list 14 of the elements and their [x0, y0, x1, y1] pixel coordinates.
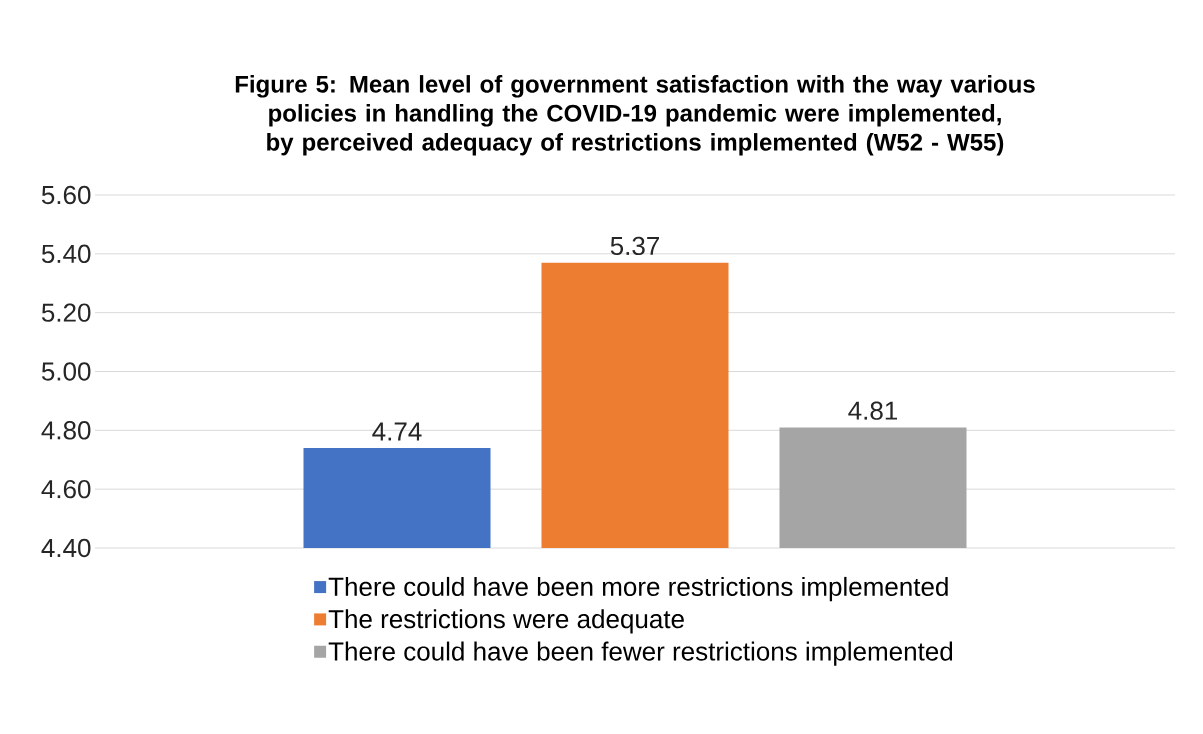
y-tick-label: 5.40	[41, 244, 91, 264]
data-label: 4.74	[372, 422, 422, 441]
y-tick-label: 4.40	[41, 538, 91, 558]
data-label: 5.37	[610, 236, 659, 256]
y-tick-label: 5.00	[41, 362, 91, 381]
y-tick-label: 4.80	[41, 421, 91, 440]
data-label: 4.81	[848, 401, 898, 420]
y-tick-label: 5.20	[41, 303, 91, 322]
legend-label: The restrictions were adequate	[328, 609, 684, 634]
y-tick-label: 5.60	[41, 185, 91, 205]
legend-label: There could have been fewer restrictions implemented	[328, 641, 953, 666]
legend-label: There could have been more restrictions implemented	[328, 576, 948, 602]
y-tick-label: 4.60	[41, 479, 91, 499]
chart-title: Figure 5: Mean level of government satisfaction with the way various policies in handling the COVID-19 pandemic were implemented, by perceived adequacy of restrictions implemented (W52 - W55)	[235, 75, 1035, 156]
